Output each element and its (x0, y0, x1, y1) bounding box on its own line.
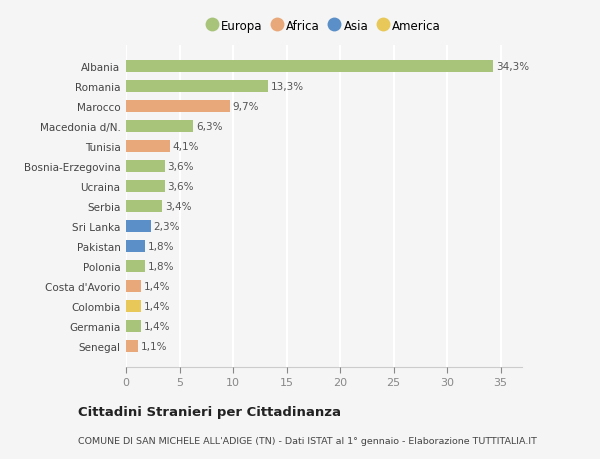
Bar (126, 201, 163, 213)
Text: 1,1%: 1,1% (140, 341, 167, 352)
Text: 1,4%: 1,4% (143, 322, 170, 331)
Bar (126, 241, 145, 252)
Text: 1,4%: 1,4% (143, 281, 170, 291)
Bar (126, 180, 164, 192)
Text: 3,4%: 3,4% (165, 202, 191, 212)
Bar (126, 341, 138, 353)
Bar (126, 320, 141, 333)
Bar (126, 221, 151, 233)
Bar (126, 140, 170, 152)
Text: 3,6%: 3,6% (167, 162, 194, 172)
Text: 2,3%: 2,3% (153, 222, 180, 231)
Bar (126, 61, 493, 73)
Bar (126, 261, 145, 273)
Bar (126, 161, 164, 173)
Bar (126, 121, 193, 133)
Text: 1,8%: 1,8% (148, 262, 175, 272)
Text: 9,7%: 9,7% (232, 101, 259, 112)
Bar (126, 80, 268, 93)
Text: COMUNE DI SAN MICHELE ALL'ADIGE (TN) - Dati ISTAT al 1° gennaio - Elaborazione T: COMUNE DI SAN MICHELE ALL'ADIGE (TN) - D… (78, 436, 537, 445)
Text: 1,4%: 1,4% (143, 302, 170, 312)
Bar (126, 101, 230, 112)
Bar (126, 280, 141, 292)
Text: 34,3%: 34,3% (496, 62, 529, 72)
Legend: Europa, Africa, Asia, America: Europa, Africa, Asia, America (207, 20, 441, 33)
Text: 13,3%: 13,3% (271, 82, 304, 91)
Text: 6,3%: 6,3% (196, 122, 223, 132)
Text: Cittadini Stranieri per Cittadinanza: Cittadini Stranieri per Cittadinanza (78, 405, 341, 419)
Bar (126, 301, 141, 313)
Text: 3,6%: 3,6% (167, 182, 194, 191)
Text: 4,1%: 4,1% (173, 141, 199, 151)
Text: 1,8%: 1,8% (148, 241, 175, 252)
